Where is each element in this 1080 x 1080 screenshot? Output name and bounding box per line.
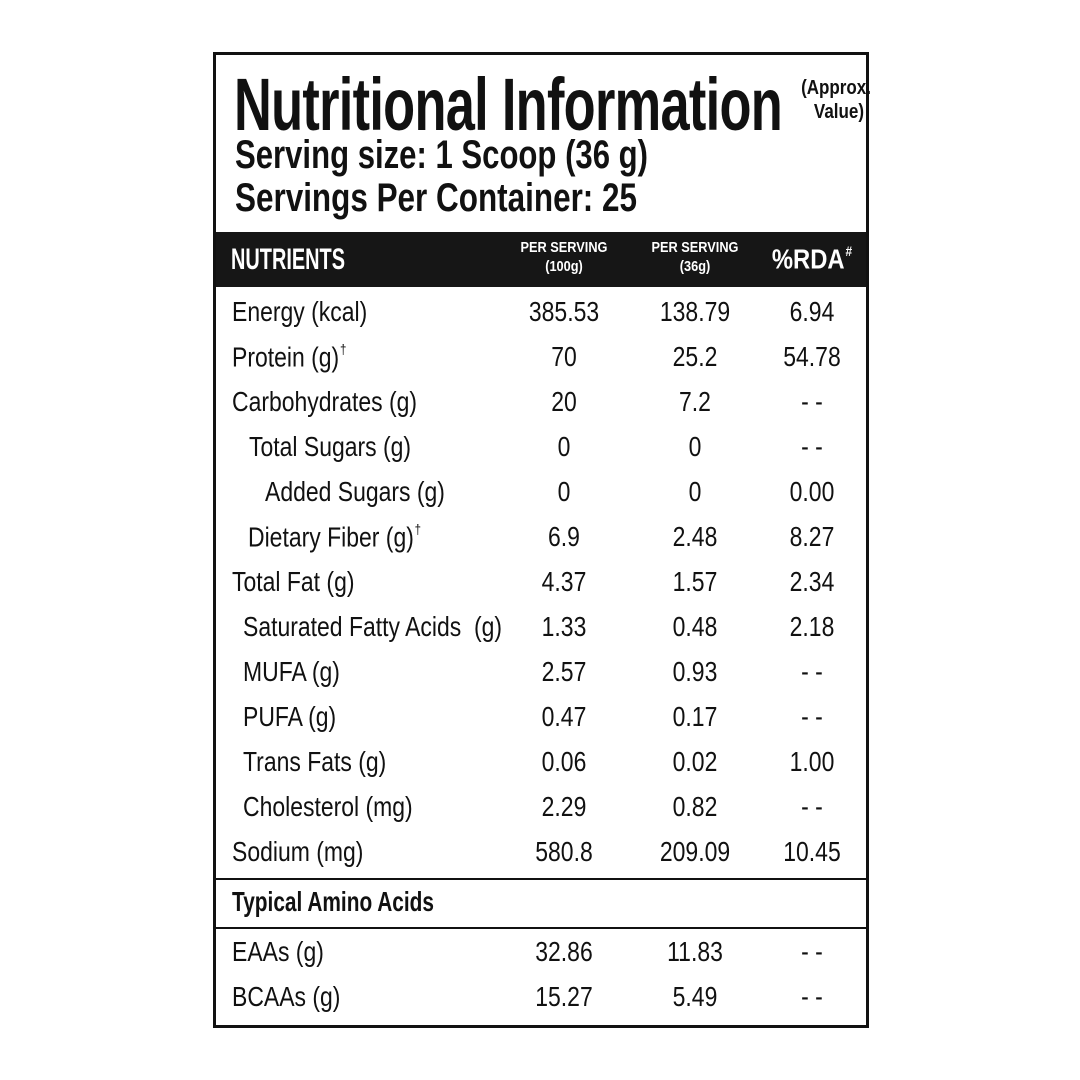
nutrient-name: Protein (g)† <box>232 341 347 373</box>
column-unit: (36g) <box>679 258 711 275</box>
nutrient-value: 0 <box>688 476 702 507</box>
nutrient-name: Saturated Fatty Acids (g) <box>243 611 503 642</box>
nutrient-value: 0.93 <box>672 656 718 687</box>
nutrient-value: 2.57 <box>541 656 587 687</box>
nutrient-value: 15.27 <box>535 981 593 1012</box>
nutrient-value: 209.09 <box>659 836 731 867</box>
title: Nutritional Information <box>234 63 783 146</box>
nutrient-name: BCAAs (g) <box>232 981 341 1012</box>
nutrient-value: 54.78 <box>783 341 841 372</box>
nutrient-value: 580.8 <box>535 836 593 867</box>
nutrient-value: 0.00 <box>789 476 835 507</box>
nutrient-name: Dietary Fiber (g)† <box>248 521 422 553</box>
nutrient-name: Added Sugars (g) <box>265 476 445 507</box>
nutrient-value: 11.83 <box>667 936 723 967</box>
note: (Approx. Value) <box>801 77 871 123</box>
nutrient-value: 138.79 <box>659 296 731 327</box>
nutrient-value: 0 <box>688 431 702 462</box>
column-header: PER SERVING (100g) <box>513 238 615 276</box>
nutrient-value: 2.18 <box>789 611 835 642</box>
nutrient-name: Total Sugars (g) <box>249 431 412 462</box>
servings-per-container: Servings Per Container: 25 <box>235 176 637 220</box>
column-label: PER SERVING <box>651 239 739 256</box>
nutrient-value: 0.82 <box>672 791 718 822</box>
nutrient-value: - - <box>801 791 823 822</box>
nutrient-value: 20 <box>551 386 577 417</box>
serving-size: Serving size: 1 Scoop (36 g) <box>235 133 648 177</box>
nutrient-value: - - <box>801 386 823 417</box>
footnote-mark: † <box>414 521 422 537</box>
column-header: %RDA# <box>771 243 853 275</box>
nutrient-value: 0.48 <box>672 611 718 642</box>
footnote-mark: † <box>340 341 347 357</box>
nutrient-name: Total Fat (g) <box>232 566 355 597</box>
nutrient-value: 70 <box>551 341 577 372</box>
footnote-mark: # <box>845 243 853 259</box>
nutrient-name: Cholesterol (mg) <box>243 791 413 822</box>
nutrient-value: - - <box>801 431 823 462</box>
nutrient-value: 32.86 <box>535 936 593 967</box>
nutrient-value: 25.2 <box>672 341 718 372</box>
nutrient-value: - - <box>801 701 823 732</box>
nutrient-value: 0.06 <box>541 746 587 777</box>
section-title: Typical Amino Acids <box>232 886 434 917</box>
nutrient-name: Sodium (mg) <box>232 836 364 867</box>
nutrient-name: Carbohydrates (g) <box>232 386 418 417</box>
nutrient-value: 0.02 <box>672 746 718 777</box>
column-header: NUTRIENTS <box>231 243 345 276</box>
nutrient-value: - - <box>801 981 823 1012</box>
nutrient-value: 2.34 <box>789 566 835 597</box>
nutrient-value: 385.53 <box>528 296 600 327</box>
nutrient-name: MUFA (g) <box>243 656 340 687</box>
nutrient-value: 0 <box>557 476 571 507</box>
nutrient-value: 2.29 <box>541 791 587 822</box>
divider <box>216 878 866 880</box>
nutrient-name: Energy (kcal) <box>232 296 368 327</box>
nutrient-value: 2.48 <box>672 521 718 552</box>
column-header: PER SERVING (36g) <box>644 238 746 276</box>
nutrient-value: 8.27 <box>789 521 835 552</box>
nutrient-value: 7.2 <box>679 386 711 417</box>
nutrient-name: PUFA (g) <box>243 701 337 732</box>
nutrient-value: 5.49 <box>672 981 718 1012</box>
divider <box>216 927 866 929</box>
nutrient-value: 6.94 <box>789 296 835 327</box>
header-band <box>216 232 866 287</box>
nutrient-name: EAAs (g) <box>232 936 324 967</box>
nutrient-value: - - <box>801 936 823 967</box>
nutrient-value: 0 <box>557 431 571 462</box>
nutrient-value: 1.00 <box>789 746 835 777</box>
nutrient-value: 1.57 <box>672 566 718 597</box>
nutrient-value: 4.37 <box>541 566 587 597</box>
nutrient-value: 10.45 <box>783 836 841 867</box>
nutrient-value: 1.33 <box>541 611 587 642</box>
column-unit: (100g) <box>545 258 583 275</box>
panel-border <box>213 52 869 1028</box>
nutrient-value: 0.47 <box>541 701 587 732</box>
nutrient-value: - - <box>801 656 823 687</box>
nutrient-value: 0.17 <box>672 701 718 732</box>
column-label: PER SERVING <box>520 239 608 256</box>
nutrient-name: Trans Fats (g) <box>243 746 387 777</box>
nutrient-value: 6.9 <box>548 521 580 552</box>
